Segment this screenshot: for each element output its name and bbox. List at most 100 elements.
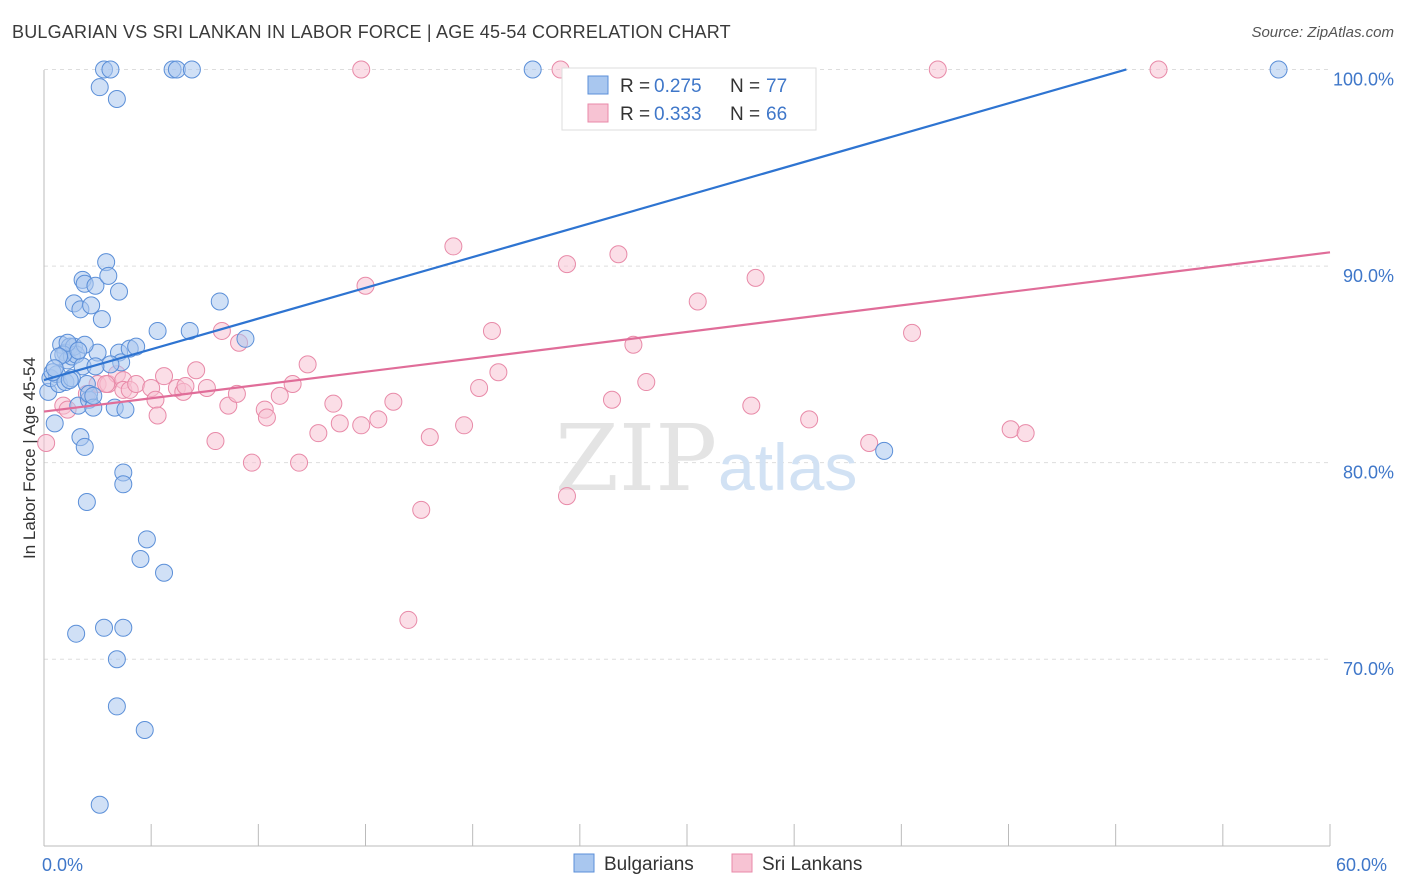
chart-title: BULGARIAN VS SRI LANKAN IN LABOR FORCE |… (12, 22, 731, 42)
data-point-sri-lankans (470, 378, 489, 397)
data-point-sri-lankans (283, 375, 302, 394)
data-point-sri-lankans (309, 424, 328, 443)
trend-line-bulgarians (43, 68, 1127, 382)
watermark-atlas: atlas (718, 430, 857, 504)
data-point-sri-lankans (746, 268, 765, 287)
data-point-sri-lankans (602, 390, 621, 409)
data-point-sri-lankans (369, 410, 388, 429)
data-point-sri-lankans (97, 375, 116, 394)
data-point-bulgarians (875, 441, 894, 460)
series-legend: Bulgarians Sri Lankans (573, 853, 862, 875)
data-point-sri-lankans (742, 396, 761, 415)
data-point-sri-lankans (800, 410, 819, 429)
stats-n-label-pink: N = (730, 104, 760, 125)
data-point-sri-lankans (444, 237, 463, 256)
data-point-sri-lankans (298, 355, 317, 374)
data-point-bulgarians (182, 60, 201, 79)
data-point-sri-lankans (688, 292, 707, 311)
trend-lines (43, 68, 1331, 413)
data-point-bulgarians (523, 60, 542, 79)
data-point-bulgarians (99, 266, 118, 285)
stats-n-label-blue: N = (730, 76, 760, 97)
data-point-bulgarians (180, 321, 199, 340)
data-point-bulgarians (92, 310, 111, 329)
data-point-sri-lankans (624, 335, 643, 354)
data-point-sri-lankans (324, 394, 343, 413)
y-tick-label: 80.0% (1343, 463, 1394, 483)
data-point-sri-lankans (384, 392, 403, 411)
data-point-sri-lankans (290, 453, 309, 472)
data-point-sri-lankans (420, 428, 439, 447)
data-point-sri-lankans (127, 375, 146, 394)
trend-line-sri-lankans (43, 251, 1331, 413)
data-point-bulgarians (135, 721, 154, 740)
data-point-bulgarians (75, 437, 94, 456)
data-point-sri-lankans (270, 386, 289, 405)
y-axis-label: In Labor Force | Age 45-54 (20, 357, 39, 559)
data-point-bulgarians (69, 341, 88, 360)
data-point-sri-lankans (148, 406, 167, 425)
data-point-sri-lankans (609, 245, 628, 264)
y-tick-label: 100.0% (1333, 69, 1394, 89)
data-point-bulgarians (77, 492, 96, 511)
data-point-bulgarians (155, 563, 174, 582)
x-ticks (43, 824, 1331, 846)
data-point-sri-lankans (155, 367, 174, 386)
data-point-bulgarians (107, 697, 126, 716)
x-tick-label-min: 0.0% (42, 855, 83, 875)
data-point-bulgarians (1269, 60, 1288, 79)
data-point-sri-lankans (1001, 420, 1020, 439)
legend-swatch-sri-lankans (731, 853, 753, 873)
chart-source: Source: ZipAtlas.com (1251, 24, 1394, 41)
data-point-sri-lankans (187, 361, 206, 380)
data-point-bulgarians (114, 618, 133, 637)
data-point-sri-lankans (557, 487, 576, 506)
stats-legend-swatch-blue (587, 75, 609, 95)
data-point-bulgarians (86, 276, 105, 295)
data-point-bulgarians (116, 400, 135, 419)
legend-label-sri-lankans: Sri Lankans (762, 854, 862, 875)
y-tick-labels: 70.0% 80.0% 90.0% 100.0% (1333, 69, 1394, 679)
data-point-sri-lankans (146, 390, 165, 409)
data-point-bulgarians (148, 321, 167, 340)
stats-r-label-pink: R = (620, 104, 650, 125)
data-point-bulgarians (84, 386, 103, 405)
data-point-sri-lankans (557, 255, 576, 274)
data-point-bulgarians (90, 78, 109, 97)
data-point-sri-lankans (399, 610, 418, 629)
data-point-sri-lankans (903, 323, 922, 342)
data-point-bulgarians (107, 89, 126, 108)
data-point-sri-lankans (206, 432, 225, 451)
data-point-sri-lankans (227, 384, 246, 403)
data-point-bulgarians (127, 337, 146, 356)
stats-r-label-blue: R = (620, 76, 650, 97)
watermark-zip: ZIP (555, 405, 717, 512)
data-point-bulgarians (67, 624, 86, 643)
data-point-sri-lankans (1149, 60, 1168, 79)
data-point-sri-lankans (860, 434, 879, 452)
legend-swatch-bulgarians (573, 853, 595, 873)
data-point-sri-lankans (176, 376, 195, 395)
data-point-bulgarians (167, 60, 186, 79)
data-point-sri-lankans (242, 453, 261, 472)
data-point-sri-lankans (412, 500, 431, 519)
data-point-bulgarians (114, 475, 133, 494)
stats-n-value-blue: 77 (766, 76, 787, 97)
data-point-bulgarians (210, 292, 229, 311)
stats-n-value-pink: 66 (766, 104, 787, 125)
legend-label-bulgarians: Bulgarians (604, 854, 694, 875)
data-point-bulgarians (95, 618, 114, 637)
y-tick-label: 70.0% (1343, 659, 1394, 679)
data-point-bulgarians (45, 414, 64, 433)
sri-lankans-points (37, 60, 1168, 629)
stats-r-value-pink: 0.333 (654, 104, 702, 125)
stats-legend: R = 0.275 N = 77 R = 0.333 N = 66 (561, 67, 817, 131)
data-point-bulgarians (131, 549, 150, 568)
data-point-sri-lankans (482, 321, 501, 340)
data-point-sri-lankans (37, 434, 56, 452)
data-point-sri-lankans (928, 60, 947, 79)
data-point-sri-lankans (352, 60, 371, 79)
data-point-bulgarians (137, 530, 156, 549)
data-point-bulgarians (101, 60, 120, 79)
